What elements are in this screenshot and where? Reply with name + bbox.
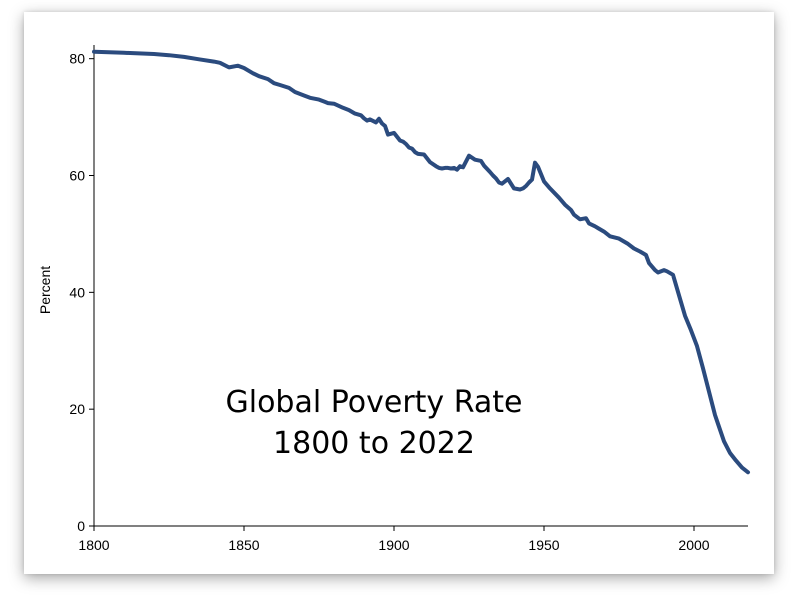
- x-tick-label: 1850: [228, 537, 259, 553]
- chart-subtitle: 1800 to 2022: [273, 426, 475, 461]
- y-tick-label: 0: [77, 518, 85, 534]
- poverty-rate-line: [92, 49, 750, 475]
- x-tick-label: 2000: [678, 537, 709, 553]
- x-tick-label: 1800: [78, 537, 109, 553]
- y-axis: 0 20 40 60 80: [69, 45, 95, 534]
- y-tick-label: 60: [69, 168, 85, 184]
- x-axis: 1800 1850 1900 1950 2000: [78, 525, 748, 553]
- y-tick-label: 40: [69, 284, 85, 300]
- y-tick-label: 20: [69, 401, 85, 417]
- x-tick-label: 1950: [528, 537, 559, 553]
- x-tick-label: 1900: [378, 537, 409, 553]
- series-layer: [92, 49, 750, 475]
- chart-title: Global Poverty Rate: [226, 385, 523, 420]
- y-axis-title: Percent: [37, 266, 53, 314]
- y-tick-label: 80: [69, 51, 85, 67]
- chart-card: [24, 12, 774, 574]
